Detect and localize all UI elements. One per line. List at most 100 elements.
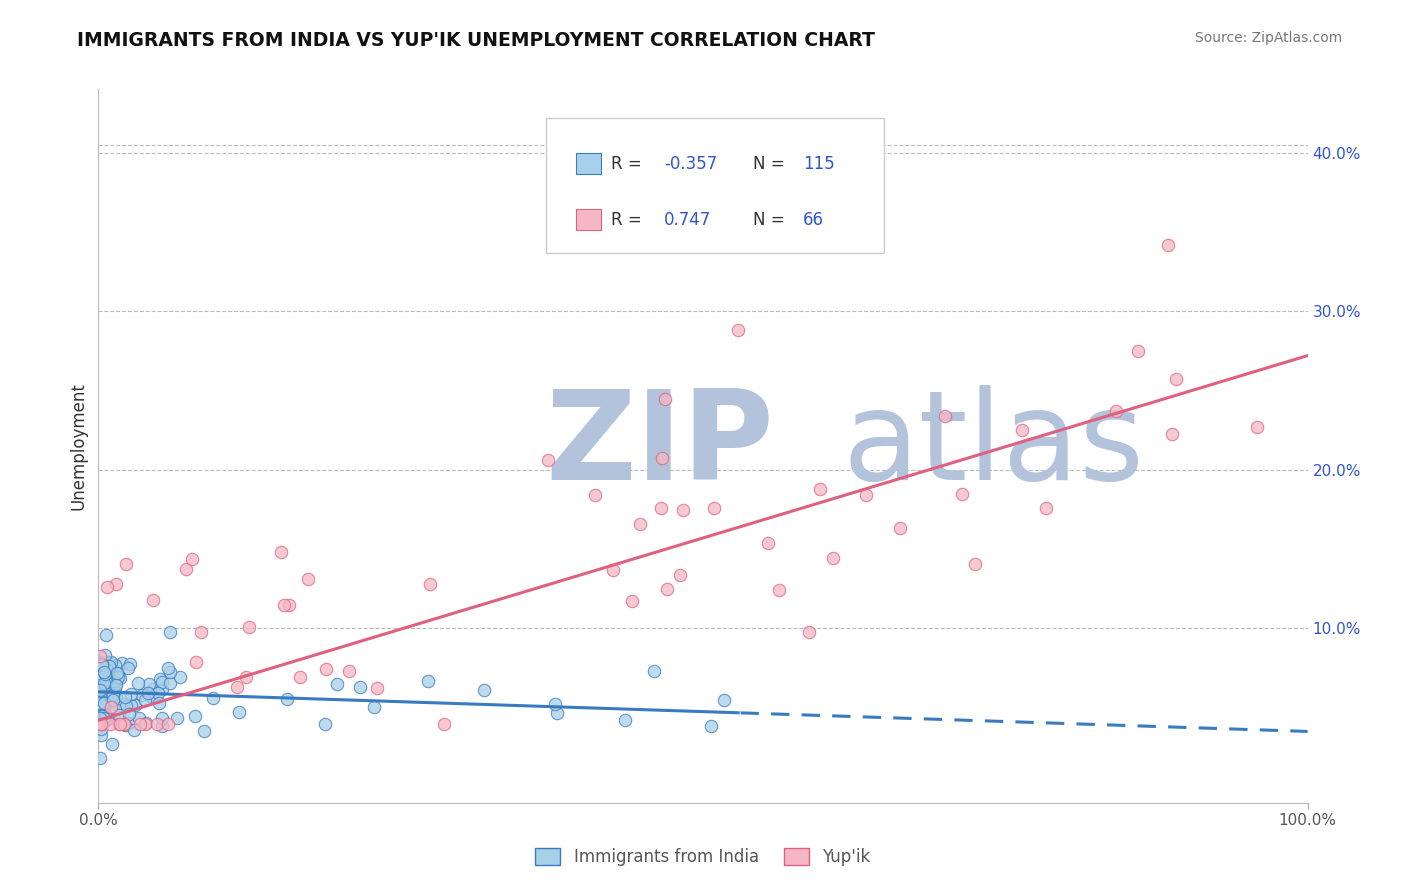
- Text: ZIP: ZIP: [546, 385, 775, 507]
- Point: [150, 719, 173, 733]
- Point: [1035, 501, 1057, 516]
- Point: [363, 700, 385, 714]
- Point: [727, 323, 749, 337]
- Point: [90, 716, 112, 731]
- Point: [288, 670, 311, 684]
- FancyBboxPatch shape: [576, 209, 602, 230]
- Point: [90, 716, 112, 731]
- Point: [91, 657, 114, 671]
- Point: [108, 671, 131, 685]
- Point: [134, 716, 156, 731]
- Point: [96, 628, 118, 642]
- Point: [156, 716, 179, 731]
- Point: [768, 583, 790, 598]
- Point: [90, 655, 112, 669]
- Point: [97, 711, 120, 725]
- Point: [93, 655, 115, 669]
- Point: [546, 706, 568, 721]
- Point: [349, 680, 371, 694]
- Point: [657, 582, 679, 596]
- Point: [94, 648, 117, 662]
- Point: [202, 690, 225, 705]
- Point: [135, 716, 157, 731]
- Point: [89, 711, 111, 725]
- Point: [166, 711, 188, 725]
- FancyBboxPatch shape: [576, 153, 602, 175]
- Text: atlas: atlas: [842, 385, 1144, 507]
- Point: [100, 700, 122, 714]
- Point: [963, 557, 986, 571]
- Point: [314, 717, 336, 731]
- Point: [1161, 426, 1184, 441]
- Point: [337, 664, 360, 678]
- Point: [120, 687, 142, 701]
- Point: [128, 716, 150, 731]
- Point: [107, 666, 129, 681]
- Point: [672, 503, 695, 517]
- Point: [90, 723, 112, 737]
- Point: [184, 655, 207, 669]
- Point: [142, 682, 165, 697]
- Point: [613, 714, 636, 728]
- Point: [169, 671, 191, 685]
- Text: 66: 66: [803, 211, 824, 228]
- Point: [889, 521, 911, 535]
- Point: [104, 577, 127, 591]
- Point: [89, 694, 111, 708]
- Point: [89, 648, 111, 663]
- Point: [174, 561, 197, 575]
- Point: [93, 665, 115, 679]
- Point: [146, 716, 169, 731]
- Point: [628, 517, 651, 532]
- Point: [1105, 404, 1128, 418]
- Point: [90, 672, 112, 686]
- Point: [1166, 372, 1188, 386]
- Point: [127, 676, 149, 690]
- Point: [128, 711, 150, 725]
- Point: [150, 681, 173, 696]
- Point: [89, 698, 111, 712]
- Point: [122, 723, 145, 737]
- Point: [1246, 420, 1268, 434]
- Point: [156, 661, 179, 675]
- Point: [650, 501, 672, 516]
- Point: [124, 698, 146, 712]
- Point: [193, 724, 215, 739]
- Point: [117, 660, 139, 674]
- Point: [934, 409, 956, 423]
- Point: [669, 567, 692, 582]
- Text: R =: R =: [612, 154, 647, 173]
- Point: [96, 682, 118, 697]
- Point: [104, 673, 127, 688]
- Point: [96, 712, 118, 726]
- Text: R =: R =: [612, 211, 647, 228]
- Point: [100, 667, 122, 681]
- Point: [115, 557, 138, 571]
- Point: [315, 661, 337, 675]
- Point: [159, 625, 181, 640]
- Point: [112, 716, 135, 731]
- Point: [98, 659, 121, 673]
- Point: [110, 716, 132, 731]
- Point: [472, 683, 495, 698]
- Point: [101, 693, 124, 707]
- Point: [808, 482, 831, 496]
- Point: [90, 657, 112, 672]
- Point: [277, 598, 299, 612]
- Point: [93, 699, 115, 714]
- Point: [855, 488, 877, 502]
- Y-axis label: Unemployment: Unemployment: [69, 382, 87, 510]
- Point: [713, 693, 735, 707]
- Point: [107, 670, 129, 684]
- Point: [108, 707, 131, 722]
- Point: [91, 697, 114, 711]
- Point: [148, 696, 170, 710]
- Point: [235, 670, 257, 684]
- Point: [100, 688, 122, 702]
- Point: [112, 716, 135, 731]
- Point: [90, 698, 112, 712]
- Point: [91, 709, 114, 723]
- Point: [433, 716, 456, 731]
- Point: [651, 451, 673, 466]
- Point: [89, 657, 111, 672]
